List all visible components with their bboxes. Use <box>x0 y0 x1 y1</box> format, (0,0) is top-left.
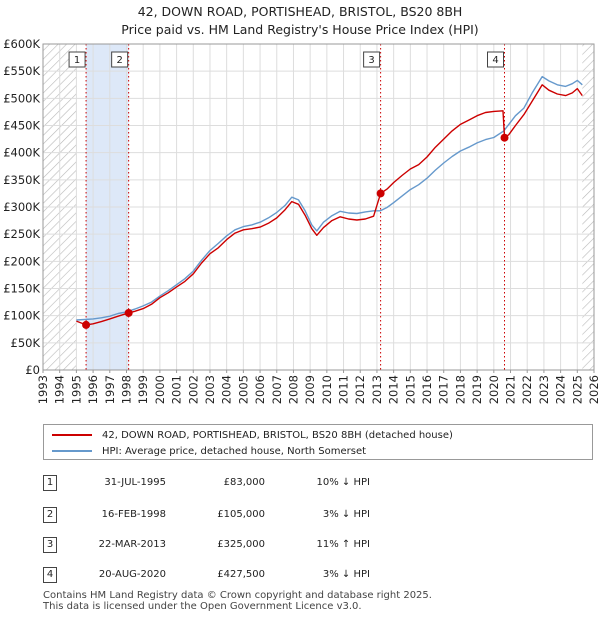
legend-swatch-property <box>52 434 92 436</box>
x-tick-label: 1994 <box>53 375 67 404</box>
chart-subtitle: Price paid vs. HM Land Registry's House … <box>121 22 479 37</box>
sale-number-badge: 4 <box>43 567 57 583</box>
x-tick-label: 1997 <box>103 375 117 404</box>
x-tick-label: 1995 <box>69 375 83 404</box>
sale-date: 20-AUG-2020 <box>98 569 166 580</box>
x-tick-label: 2011 <box>337 375 351 404</box>
sale-point <box>376 189 385 198</box>
sale-hpi-diff: 10% ↓ HPI <box>316 477 370 488</box>
x-tick-label: 2010 <box>320 375 334 404</box>
plot-border <box>42 43 595 371</box>
price-chart: 1 2 3 4 £0 £50K £100K £150K £200K £250K £300K £350… <box>3 37 600 404</box>
sale-price: £427,500 <box>217 569 265 580</box>
sale-row: 1 31-JUL-1995 £83,000 10% ↓ HPI <box>0 475 600 495</box>
y-tick-label: £450K <box>3 119 40 133</box>
sale-price: £83,000 <box>223 477 265 488</box>
chart-title: 42, DOWN ROAD, PORTISHEAD, BRISTOL, BS20… <box>137 4 463 19</box>
x-tick-label: 2012 <box>353 375 367 404</box>
x-tick-label: 2015 <box>403 375 417 404</box>
sale-badge-box <box>363 51 381 68</box>
y-tick-label: £500K <box>3 91 40 105</box>
hpi-line <box>76 75 583 321</box>
x-tick-label: 1996 <box>86 375 100 404</box>
sale-date: 31-JUL-1995 <box>104 477 166 488</box>
y-tick-label: £350K <box>3 173 40 187</box>
x-tick-label: 2007 <box>270 375 284 404</box>
legend-label-hpi: HPI: Average price, detached house, Nort… <box>102 445 367 457</box>
x-tick-label: 2006 <box>253 375 267 404</box>
x-tick-label: 2025 <box>570 375 584 404</box>
x-tick-label: 2018 <box>453 375 467 404</box>
sale-date: 22-MAR-2013 <box>98 539 166 550</box>
x-tick-label: 2002 <box>186 375 200 404</box>
x-tick-label: 2014 <box>387 375 401 404</box>
sale-price: £105,000 <box>217 509 265 520</box>
y-tick-label: £300K <box>3 200 40 214</box>
y-tick-label: £200K <box>3 254 40 268</box>
sale-date: 16-FEB-1998 <box>101 509 166 520</box>
sale-badge-label: 3 <box>368 55 374 66</box>
x-tick-label: 2021 <box>504 375 518 404</box>
sale-hpi-diff: 3% ↓ HPI <box>322 569 370 580</box>
sale-row: 2 16-FEB-1998 £105,000 3% ↓ HPI <box>0 507 600 527</box>
sale-number-badge: 1 <box>43 475 57 491</box>
x-tick-label: 2004 <box>220 375 234 404</box>
y-tick-label: £0 <box>25 363 40 377</box>
sale-number-badge: 3 <box>43 537 57 553</box>
sale-badge-label: 1 <box>74 55 80 66</box>
x-tick-label: 2008 <box>286 375 300 404</box>
sale-badge-label: 2 <box>116 55 122 66</box>
y-tick-label: £150K <box>3 282 40 296</box>
sale-hpi-diff: 11% ↑ HPI <box>316 539 370 550</box>
footer-copyright: Contains HM Land Registry data © Crown c… <box>43 590 432 601</box>
legend-label-property: 42, DOWN ROAD, PORTISHEAD, BRISTOL, BS20… <box>102 429 453 441</box>
legend: 42, DOWN ROAD, PORTISHEAD, BRISTOL, BS20… <box>43 424 593 460</box>
x-tick-label: 2009 <box>303 375 317 404</box>
price-paid-line <box>76 84 583 326</box>
sale-badge-box <box>111 51 129 68</box>
sale-number-badge: 2 <box>43 507 57 523</box>
x-tick-label: 2016 <box>420 375 434 404</box>
y-tick-label: £400K <box>3 146 40 160</box>
x-tick-label: 2005 <box>236 375 250 404</box>
y-tick-label: £100K <box>3 309 40 323</box>
sale-row: 4 20-AUG-2020 £427,500 3% ↓ HPI <box>0 567 600 587</box>
x-tick-label: 2001 <box>170 375 184 404</box>
x-tick-label: 2022 <box>520 375 534 404</box>
sale-point <box>500 133 509 142</box>
x-tick-label: 2026 <box>587 375 600 404</box>
x-tick-label: 2000 <box>153 375 167 404</box>
legend-item-hpi: HPI: Average price, detached house, Nort… <box>52 444 366 458</box>
x-tick-label: 1998 <box>119 375 133 404</box>
footer-licence: This data is licensed under the Open Gov… <box>43 601 362 612</box>
x-tick-label: 2020 <box>487 375 501 404</box>
x-tick-label: 1993 <box>36 375 50 404</box>
footer: Contains HM Land Registry data © Crown c… <box>43 590 432 612</box>
y-tick-label: £250K <box>3 227 40 241</box>
sale-hpi-diff: 3% ↓ HPI <box>322 509 370 520</box>
sale-price: £325,000 <box>217 539 265 550</box>
sale-point <box>82 320 91 329</box>
sale-badge-box <box>487 51 505 68</box>
x-tick-label: 2024 <box>554 375 568 404</box>
y-tick-label: £50K <box>11 336 41 350</box>
x-tick-label: 2013 <box>370 375 384 404</box>
y-tick-label: £550K <box>3 64 40 78</box>
sale-row: 3 22-MAR-2013 £325,000 11% ↑ HPI <box>0 537 600 557</box>
sale-badge-label: 4 <box>492 55 498 66</box>
x-tick-label: 1999 <box>136 375 150 404</box>
legend-swatch-hpi <box>52 450 92 452</box>
sale-badge-box <box>68 51 86 68</box>
x-tick-label: 2003 <box>203 375 217 404</box>
y-tick-label: £600K <box>3 37 40 51</box>
x-tick-label: 2019 <box>470 375 484 404</box>
x-tick-label: 2023 <box>537 375 551 404</box>
sale-point <box>124 308 133 317</box>
x-tick-label: 2017 <box>437 375 451 404</box>
legend-item-property: 42, DOWN ROAD, PORTISHEAD, BRISTOL, BS20… <box>52 428 453 442</box>
